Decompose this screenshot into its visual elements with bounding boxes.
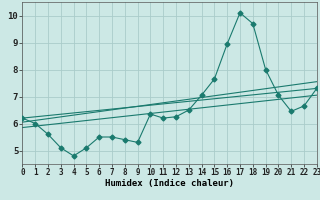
X-axis label: Humidex (Indice chaleur): Humidex (Indice chaleur) (105, 179, 234, 188)
